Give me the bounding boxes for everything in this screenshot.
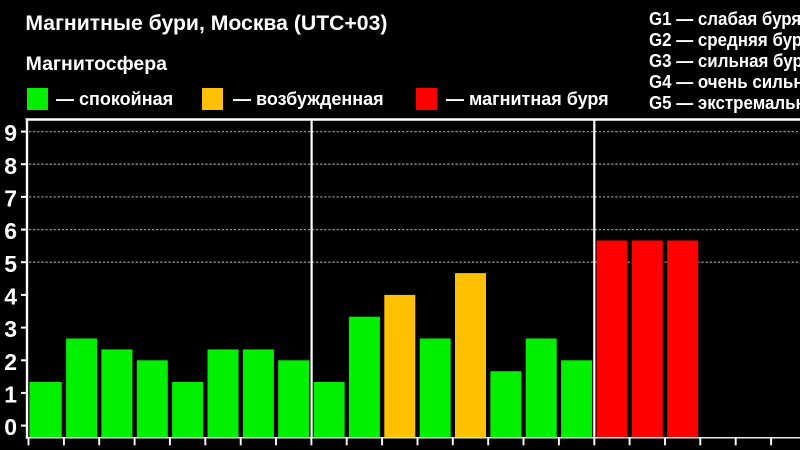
svg-text:6: 6: [4, 218, 17, 244]
svg-text:2: 2: [4, 349, 17, 375]
svg-text:4: 4: [4, 284, 17, 310]
svg-text:9: 9: [4, 120, 17, 146]
svg-text:3: 3: [4, 316, 17, 342]
svg-text:0: 0: [4, 414, 17, 440]
svg-text:1: 1: [4, 382, 17, 408]
svg-text:7: 7: [4, 186, 17, 212]
svg-text:8: 8: [4, 153, 17, 179]
svg-text:5: 5: [4, 251, 17, 277]
